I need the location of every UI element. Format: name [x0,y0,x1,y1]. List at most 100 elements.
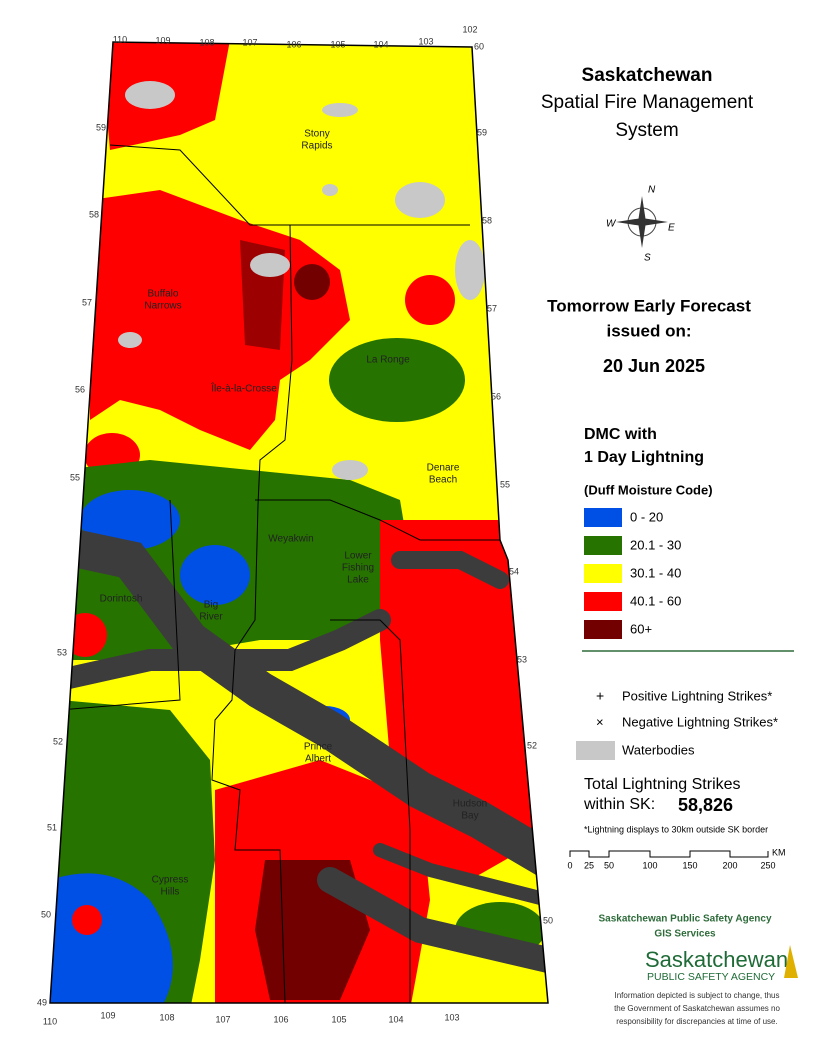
scale-label: 50 [604,860,614,870]
scale-label: 0 [567,860,572,870]
province-border [49,41,549,1004]
place-label: River [199,612,223,623]
forecast-date: 20 Jun 2025 [603,356,705,376]
red-zone [405,275,455,325]
red-zone [63,613,107,657]
grid-label: 106 [286,39,301,49]
compass-letter: S [644,253,651,264]
grid-label: 107 [215,1014,230,1024]
scale-label: 250 [760,860,775,870]
place-label: Weyakwin [268,534,313,545]
grid-label: 56 [75,384,85,394]
waterbodies [118,81,485,480]
total-value: 58,826 [678,795,733,815]
grid-label: 49 [37,997,47,1007]
lightning-strikes [50,526,548,973]
place-label: Albert [305,754,331,765]
legend-label: 20.1 - 30 [630,537,681,552]
title: Saskatchewan [582,65,713,86]
legend-swatch [584,564,622,583]
green-zone [329,338,465,422]
grid-label: 57 [487,303,497,313]
logo-text: PUBLIC SAFETY AGENCY [647,971,775,983]
grid-label: 104 [373,39,388,49]
total-note: *Lightning displays to 30km outside SK b… [584,824,768,834]
place-label: Fishing [342,563,374,574]
grid-label: 53 [517,654,527,664]
place-label: Dorintosh [100,594,143,605]
legend-swatch [584,536,622,555]
legend-label: 60+ [630,621,652,636]
grid-label: 59 [96,122,106,132]
scale-label: 150 [682,860,697,870]
legend-label: 30.1 - 40 [630,565,681,580]
grid-label: 103 [444,1012,459,1022]
grid-label: 105 [331,1014,346,1024]
place-label: Prince [304,742,333,753]
grid-label: 58 [89,209,99,219]
grid-label: 50 [41,909,51,919]
disclaimer: Information depicted is subject to chang… [615,991,780,1000]
grid-label: 110 [43,1016,57,1026]
grid-label: 57 [82,297,92,307]
symbol-label: Positive Lightning Strikes* [622,688,772,703]
legend-swatch [584,592,622,611]
legend-swatch [584,620,622,639]
grid-label: 56 [491,391,501,401]
compass: N E S W [606,185,675,264]
symbol-label: Negative Lightning Strikes* [622,714,778,729]
title: Spatial Fire Management [541,92,754,113]
symbol [576,741,615,760]
agency-unit: GIS Services [654,929,716,940]
forecast-heading: issued on: [606,321,691,340]
legend-title: 1 Day Lightning [584,449,704,466]
place-label: Bay [461,811,478,822]
symbol-label: Waterbodies [622,742,695,757]
grid-label: 53 [57,647,67,657]
grid-label: 55 [70,472,80,482]
place-label: Lake [347,575,369,586]
scale-label: 100 [642,860,657,870]
grid-label: 52 [53,736,63,746]
place-label: Lower [344,551,372,562]
grid-label: 109 [155,35,170,45]
blue-zone [180,545,250,605]
compass-letter: W [606,219,617,230]
logo-mark [784,945,798,978]
logo-text: Saskatchewan [645,947,788,972]
place-label: Narrows [144,301,181,312]
place-label: Hudson [453,799,487,810]
grid-label: 105 [330,39,345,49]
grid-label: 108 [199,37,214,47]
place-label: Hills [161,887,180,898]
total-label: Total Lightning Strikes [584,776,741,793]
red-zone [90,190,350,450]
forecast-heading: Tomorrow Early Forecast [547,296,751,315]
grid-label: 110 [113,34,127,44]
disclaimer: responsibility for discrepancies at time… [616,1017,777,1026]
blue-zone [80,490,180,550]
place-label: Rapids [301,141,332,152]
place-label: La Ronge [366,355,410,366]
darkred-zone [294,264,330,300]
grid-label: 52 [527,740,537,750]
disclaimer: the Government of Saskatchewan assumes n… [614,1004,780,1013]
place-label: Île-à-la-Crosse [210,382,277,395]
compass-letter: N [648,185,656,196]
red-zone [72,905,102,935]
legend-swatch [584,508,622,527]
title: System [615,120,678,141]
grid-label: 104 [388,1014,403,1024]
grid-label: 103 [418,36,433,46]
place-label: Beach [429,475,457,486]
grid-label: 55 [500,479,510,489]
symbol: × [596,714,604,729]
scale-bar: 0 25 50 100 150 200 250 KM [567,847,785,870]
legend-title: DMC with [584,426,657,443]
compass-letter: E [668,223,675,234]
grid-label: 54 [509,566,519,576]
scale-unit: KM [772,847,786,857]
map [50,42,548,1003]
grid-label: 50 [543,915,553,925]
